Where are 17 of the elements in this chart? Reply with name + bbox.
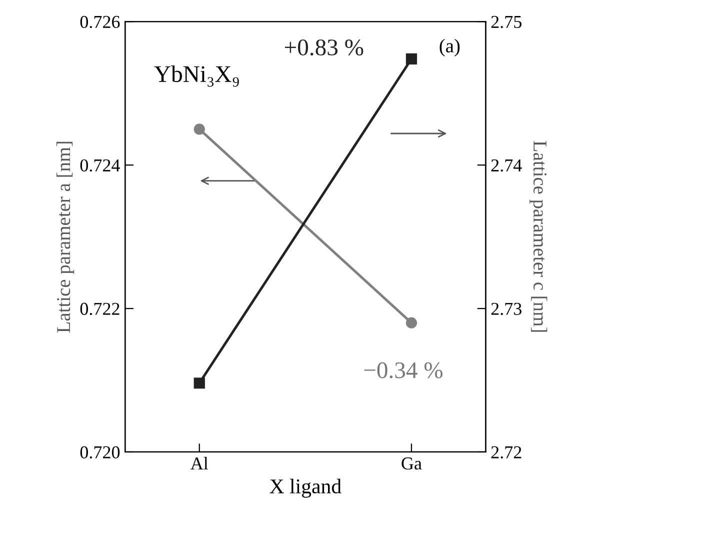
y2-tick-label: 2.72 (491, 446, 522, 458)
x-tick-label: Al (190, 456, 208, 470)
annotation: YbNi₃X₉ (154, 65, 239, 87)
y2-tick-label: 2.74 (491, 159, 522, 172)
y-tick-label: 0.720 (80, 446, 120, 458)
x-axis-title: X ligand (270, 478, 342, 498)
annotation: (a) (440, 38, 460, 56)
annotation: +0.83 % (284, 40, 364, 56)
y2-axis-title: Lattice parameter c [nm] (530, 140, 548, 332)
annotation: −0.34 % (364, 362, 443, 378)
y-axis-title: Lattice parameter a [nm] (56, 142, 74, 333)
x-tick-label: Ga (402, 457, 422, 470)
y2-tick-label: 2.75 (491, 16, 522, 28)
y-tick-label: 0.724 (80, 159, 120, 172)
y-tick-label: 0.722 (80, 302, 120, 316)
y2-tick-label: 2.73 (491, 302, 522, 316)
y-tick-label: 0.726 (80, 16, 120, 28)
